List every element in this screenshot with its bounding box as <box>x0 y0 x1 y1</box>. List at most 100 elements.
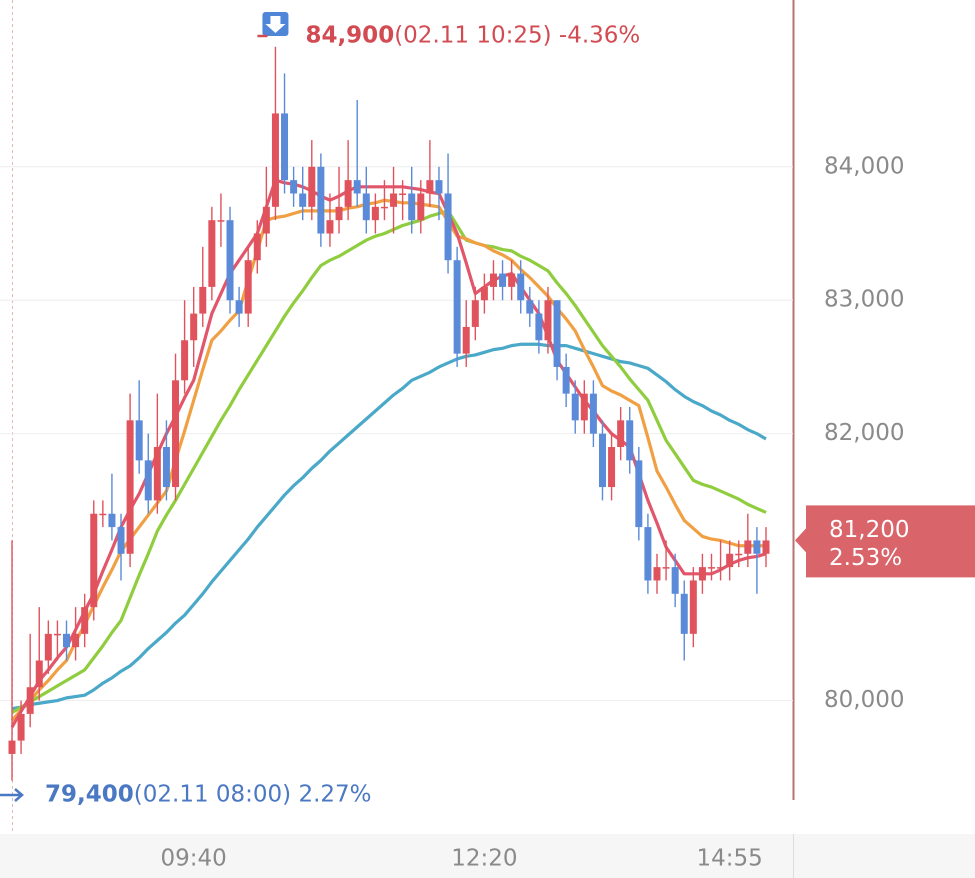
candle-body <box>626 420 634 461</box>
candle-body <box>608 447 616 488</box>
candle-body <box>753 540 761 554</box>
candle-body <box>235 300 243 314</box>
candle-body <box>90 513 98 608</box>
candle-body <box>63 633 71 648</box>
candle-body <box>362 193 370 221</box>
candle-body <box>308 166 316 207</box>
candle-body <box>562 366 570 394</box>
y-tick-label: 80,000 <box>824 687 904 713</box>
candle-body <box>26 687 34 714</box>
candle-body <box>462 326 470 354</box>
candle-body <box>253 233 261 261</box>
candle-body <box>435 180 443 194</box>
last-price-label: 81,200 <box>829 517 909 543</box>
candle-body <box>217 220 225 222</box>
candle-body <box>580 393 588 421</box>
y-tick-label: 84,000 <box>824 153 904 179</box>
candle-body <box>762 540 770 554</box>
candle-body <box>353 180 361 194</box>
candle-body <box>271 113 279 207</box>
high-price-label: 84,900 <box>305 23 394 49</box>
candle-body <box>698 567 706 581</box>
last-change-label: 2.53% <box>829 545 902 571</box>
candle-body <box>344 180 352 207</box>
x-axis-band <box>0 834 975 878</box>
candle-body <box>399 193 407 195</box>
candle-body <box>81 607 89 634</box>
candle-body <box>172 380 180 488</box>
candle-body <box>680 593 688 634</box>
candle-body <box>135 420 143 461</box>
candle-body <box>717 567 725 569</box>
candle-body <box>162 447 170 488</box>
candle-body <box>8 740 16 754</box>
low-detail-label: (02.11 08:00) 2.27% <box>134 782 372 808</box>
candle-body <box>480 286 488 301</box>
moving-averages <box>10 178 767 729</box>
grid <box>0 166 793 702</box>
candle-body <box>526 300 534 314</box>
candle-body <box>44 633 52 661</box>
moving-average-line <box>11 342 767 711</box>
candles <box>8 46 770 781</box>
candle-body <box>199 286 207 314</box>
x-tick-label: 14:55 <box>697 846 763 872</box>
candle-body <box>499 273 507 287</box>
candle-body <box>144 460 152 501</box>
candle-body <box>726 553 734 568</box>
candle-body <box>707 567 715 569</box>
candle-body <box>53 633 61 636</box>
low-marker-arrow <box>0 788 24 802</box>
candle-body <box>471 300 479 327</box>
candle-body <box>535 313 543 341</box>
candle-body <box>517 273 525 301</box>
candle-body <box>544 300 552 341</box>
candle-body <box>99 513 107 516</box>
candle-body <box>190 313 198 341</box>
last-price-box <box>795 505 975 578</box>
high-marker-arrow <box>265 16 286 33</box>
candle-body <box>408 193 416 221</box>
candle-body <box>72 633 80 648</box>
candle-body <box>571 393 579 421</box>
candle-body <box>453 260 461 354</box>
candle-body <box>117 527 125 554</box>
candle-body <box>662 567 670 569</box>
candle-body <box>17 713 25 741</box>
candle-body <box>35 660 43 688</box>
candle-body <box>290 180 298 194</box>
y-tick-label: 82,000 <box>824 420 904 446</box>
moving-average-line <box>10 198 766 722</box>
candle-body <box>617 420 625 448</box>
candle-body <box>281 113 289 181</box>
candle-body <box>689 580 697 634</box>
candle-body <box>390 193 398 207</box>
low-price-label: 79,400 <box>45 782 134 808</box>
candle-body <box>508 273 516 287</box>
candle-body <box>244 260 252 314</box>
candle-body <box>226 220 234 301</box>
candle-body <box>589 393 597 434</box>
candle-body <box>644 527 652 581</box>
candle-body <box>380 206 388 209</box>
candle-body <box>108 513 116 528</box>
candle-body <box>444 193 452 261</box>
candle-body <box>262 206 270 234</box>
candle-body <box>735 553 743 556</box>
candle-body <box>489 273 497 287</box>
candle-body <box>653 567 661 581</box>
candle-body <box>426 180 434 194</box>
annotations: 84,900 (02.11 10:25) -4.36% 79,400 (02.11 0… <box>0 12 975 808</box>
candle-body <box>635 460 643 528</box>
candle-body <box>417 193 425 221</box>
candle-body <box>208 220 216 287</box>
candle-body <box>326 220 334 234</box>
candle-body <box>671 567 679 594</box>
candle-body <box>553 300 561 367</box>
x-tick-label: 12:20 <box>451 846 517 872</box>
candle-body <box>598 433 606 488</box>
x-tick-label: 09:40 <box>161 846 227 872</box>
high-detail-label: (02.11 10:25) -4.36% <box>394 23 640 49</box>
